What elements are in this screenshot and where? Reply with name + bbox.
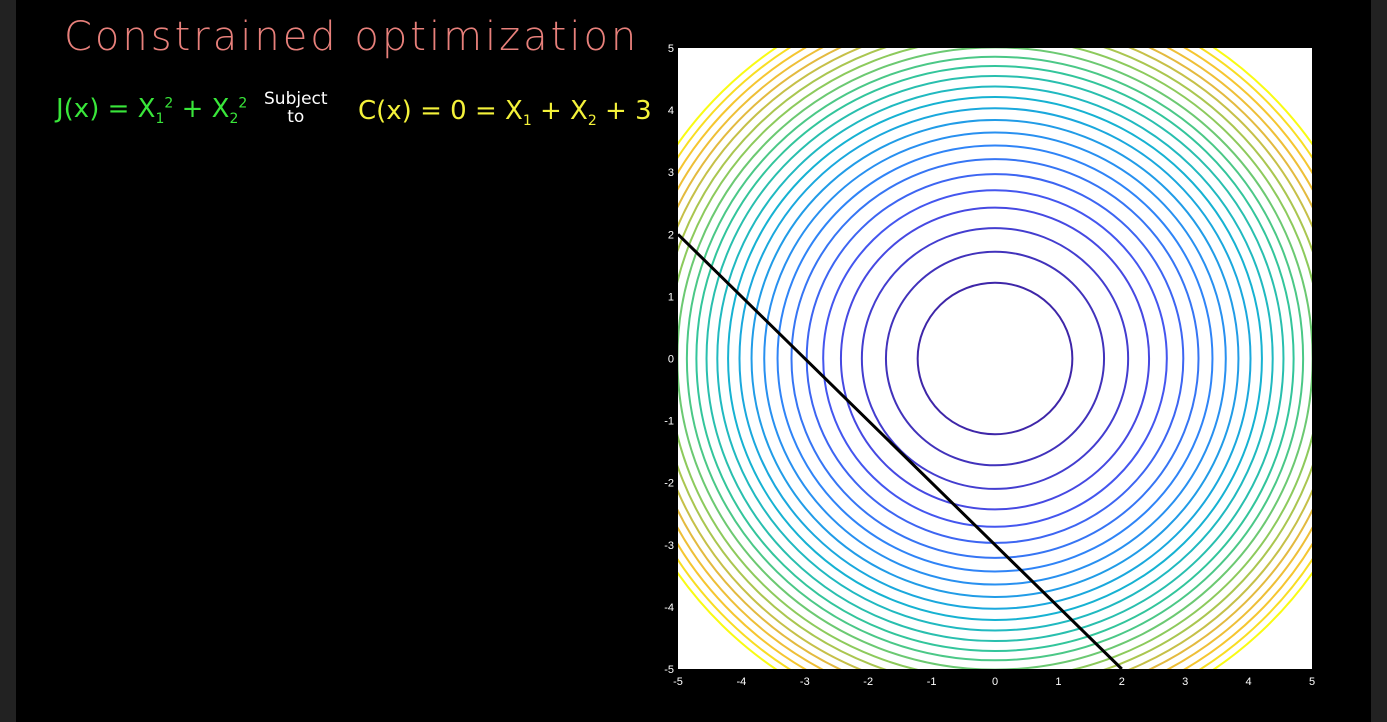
x-tick-label: 5: [1309, 676, 1315, 688]
constraint-lhs: C(x) = 0 = X: [358, 96, 523, 126]
y-tick-labels: 5 4 3 2 1 0 -1 -2 -3 -4 -5: [664, 43, 674, 676]
contour-line: [738, 107, 1252, 610]
objective-function: J(x) = X12 + X22: [56, 94, 247, 127]
contour-line: [884, 250, 1106, 467]
y-tick-label: -3: [664, 540, 674, 552]
y-tick-label: 3: [668, 167, 674, 179]
contour-line: [705, 74, 1285, 643]
x-tick-label: 1: [1055, 676, 1061, 688]
x-tick-label: 4: [1246, 676, 1252, 688]
x-tick-label: 2: [1119, 676, 1125, 688]
y-tick-label: -5: [664, 664, 674, 676]
contour-line: [716, 85, 1274, 632]
subject-to-line2: to: [287, 107, 305, 127]
objective-sub-1: 1: [155, 111, 165, 128]
constraint-line: [676, 233, 1123, 671]
contour-line: [839, 206, 1151, 511]
contour-lines: [678, 48, 1312, 669]
contour-line: [822, 189, 1168, 528]
contour-line: [695, 65, 1295, 652]
contour-line: [916, 281, 1074, 436]
y-tick-label: -4: [664, 602, 674, 614]
contour-line: [790, 158, 1200, 559]
constraint-function: C(x) = 0 = X1 + X2 + 3: [358, 96, 652, 129]
objective-lhs: J(x) = X: [56, 94, 156, 124]
y-tick-label: -2: [664, 478, 674, 490]
x-tick-label: 0: [992, 676, 998, 688]
y-tick-label: 2: [668, 229, 674, 241]
y-tick-label: -1: [664, 416, 674, 428]
contour-line: [727, 96, 1263, 621]
x-tick-label: -4: [737, 676, 747, 688]
plot-area: [678, 48, 1312, 669]
y-tick-label: 0: [668, 354, 674, 366]
objective-sub-2: 2: [229, 111, 239, 128]
y-tick-label: 1: [668, 291, 674, 303]
objective-sup-2: 2: [238, 95, 248, 112]
contour-plot: -5 -4 -3 -2 -1 0 1 2 3 4 5 5 4 3 2 1 0 -1 -2 -3 -4 -5: [664, 43, 1315, 688]
constraint-rhs: + 3: [596, 96, 652, 126]
x-tick-labels: -5 -4 -3 -2 -1 0 1 2 3 4 5: [673, 676, 1315, 688]
x-tick-label: 3: [1182, 676, 1188, 688]
x-tick-label: -2: [863, 676, 873, 688]
board: Constrained optimization J(x) = X12 + X2…: [16, 0, 1371, 722]
subject-to-line1: Subject: [264, 89, 328, 109]
contour-line: [860, 227, 1130, 490]
y-tick-label: 4: [668, 105, 674, 117]
y-tick-label: 5: [668, 43, 674, 55]
x-tick-label: -5: [673, 676, 683, 688]
contour-line: [776, 144, 1214, 573]
objective-plus: + X: [173, 94, 230, 124]
contour-line: [763, 131, 1227, 586]
x-tick-label: -1: [927, 676, 937, 688]
objective-sup-1: 2: [164, 95, 174, 112]
page-title: Constrained optimization: [64, 14, 640, 60]
subject-to-label: Subject to: [264, 90, 328, 126]
constraint-sub-2: 2: [587, 113, 597, 130]
contour-line: [750, 119, 1240, 598]
constraint-sub-1: 1: [522, 113, 532, 130]
contour-line: [685, 55, 1305, 662]
constraint-mid: + X: [531, 96, 588, 126]
x-tick-label: -3: [800, 676, 810, 688]
